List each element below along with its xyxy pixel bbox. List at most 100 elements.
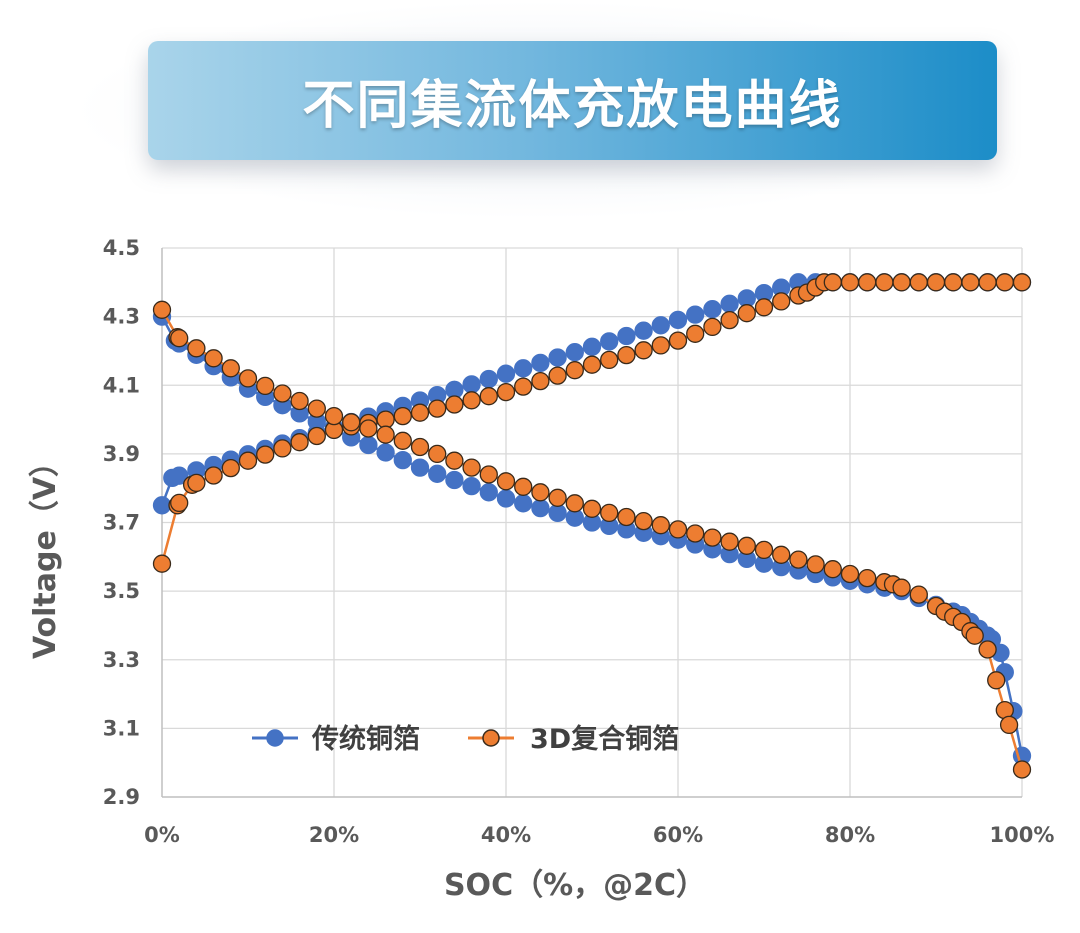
data-point-series-2 [909,585,928,604]
data-point-series-2 [290,433,309,452]
data-point-series-2 [170,493,189,513]
data-point-series-2 [823,273,842,292]
x-tick-label: 0% [144,823,180,847]
data-point-series-2 [479,465,498,484]
data-point-series-2 [428,399,447,418]
data-point-series-1 [617,326,636,346]
data-point-series-1 [496,364,516,383]
y-tick-label: 4.5 [103,236,140,260]
data-point-series-1 [410,458,430,477]
data-point-series-2 [496,472,516,491]
data-point-series-1 [376,443,395,462]
data-point-series-2 [514,377,533,396]
data-point-series-2 [445,395,464,414]
data-point-series-2 [892,273,911,292]
legend-marker-series-1 [266,729,284,747]
series-layer [152,273,1032,779]
data-point-series-1 [686,305,705,324]
y-tick-label: 2.9 [103,785,140,809]
data-point-series-2 [238,451,258,470]
data-point-series-2 [428,444,447,464]
data-point-series-1 [548,503,567,523]
data-point-series-2 [187,339,206,358]
y-tick-label: 4.1 [103,373,140,397]
chart-title: 不同集流体充放电曲线 [302,76,843,136]
data-point-series-1 [548,348,567,367]
data-point-series-2 [479,387,498,406]
data-point-series-1 [600,332,619,351]
x-tick-label: 80% [825,823,875,847]
data-point-series-2 [926,273,946,292]
data-point-series-1 [170,466,189,485]
data-point-series-1 [514,494,533,513]
data-point-series-2 [840,273,860,292]
legend-label-series-1: 传统铜箔 [311,723,420,755]
data-point-series-1 [514,359,533,378]
data-point-series-1 [445,470,464,490]
data-point-series-2 [514,477,533,496]
data-point-series-2 [600,503,619,523]
data-point-series-2 [651,336,670,355]
data-point-series-2 [944,273,963,292]
data-point-series-2 [961,273,980,292]
data-point-series-1 [720,294,739,313]
data-point-series-2 [565,361,584,380]
data-point-series-2 [462,391,481,410]
data-point-series-2 [754,298,774,317]
data-point-series-2 [858,568,877,588]
data-point-series-2 [772,545,791,564]
data-point-series-2 [565,494,584,513]
data-point-series-2 [238,369,258,388]
data-point-series-1 [531,498,550,518]
data-point-series-1 [668,310,688,330]
data-point-series-2 [204,466,223,485]
data-point-series-1 [565,343,584,362]
y-tick-label: 3.5 [103,579,140,603]
data-point-series-2 [754,540,774,560]
data-point-series-2 [256,376,275,396]
data-point-series-2 [686,324,705,343]
data-point-series-2 [290,391,309,411]
data-point-series-2 [737,536,756,555]
x-tick-label: 60% [653,823,703,847]
data-point-series-1 [651,316,670,335]
data-point-series-2 [1012,273,1032,292]
y-tick-label: 3.9 [103,442,140,466]
data-point-series-2 [686,524,705,543]
data-point-series-2 [531,371,550,391]
data-point-series-1 [428,464,447,483]
data-point-series-2 [875,273,894,292]
data-point-series-2 [978,640,997,659]
data-point-series-2 [152,554,172,573]
data-point-series-2 [548,366,567,385]
data-point-series-2 [531,483,550,502]
data-point-series-2 [273,384,292,403]
data-point-series-2 [617,507,636,527]
data-point-series-2 [978,273,997,292]
title-banner: 不同集流体充放电曲线 [148,41,997,160]
data-point-series-2 [204,349,223,368]
data-point-series-1 [634,321,653,340]
legend: 传统铜箔 3D复合铜箔 [252,723,679,755]
data-point-series-2 [410,403,430,422]
data-point-series-2 [324,406,344,426]
data-point-series-2 [858,273,877,292]
x-tick-label: 20% [309,823,359,847]
data-point-series-1 [479,369,498,389]
data-point-series-2 [307,399,326,418]
data-point-series-2 [634,341,653,360]
data-point-series-2 [410,437,430,457]
data-point-series-2 [772,292,791,311]
data-point-series-1 [531,353,550,373]
data-point-series-2 [737,304,756,323]
y-tick-label: 3.1 [103,716,140,740]
data-point-series-2 [393,406,412,426]
data-point-series-2 [823,560,842,579]
data-point-series-2 [496,382,516,402]
axes [161,248,1022,798]
data-point-series-2 [307,426,326,446]
y-axis-title: Voltage（V） [28,447,63,659]
data-point-series-2 [462,458,481,477]
data-point-series-2 [359,419,378,438]
